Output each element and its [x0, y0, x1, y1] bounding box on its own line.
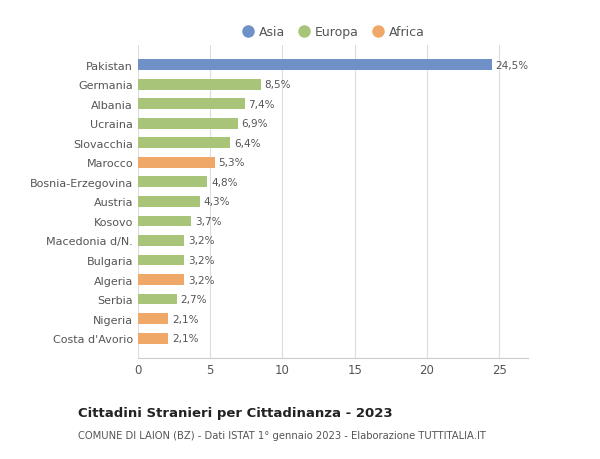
Text: 5,3%: 5,3% — [218, 158, 245, 168]
Bar — [138, 235, 184, 246]
Text: 8,5%: 8,5% — [265, 80, 291, 90]
Bar — [138, 333, 169, 344]
Text: 3,2%: 3,2% — [188, 256, 214, 265]
Text: 4,3%: 4,3% — [204, 197, 230, 207]
Text: 6,4%: 6,4% — [234, 139, 260, 148]
Bar — [138, 138, 230, 149]
Bar — [138, 196, 200, 207]
Text: COMUNE DI LAION (BZ) - Dati ISTAT 1° gennaio 2023 - Elaborazione TUTTITALIA.IT: COMUNE DI LAION (BZ) - Dati ISTAT 1° gen… — [78, 431, 486, 441]
Text: 3,2%: 3,2% — [188, 236, 214, 246]
Text: 3,7%: 3,7% — [195, 217, 221, 226]
Bar — [138, 177, 208, 188]
Bar — [138, 313, 169, 325]
Bar — [138, 99, 245, 110]
Text: 2,1%: 2,1% — [172, 314, 199, 324]
Bar — [138, 274, 184, 285]
Text: 6,9%: 6,9% — [241, 119, 268, 129]
Text: 24,5%: 24,5% — [496, 61, 529, 70]
Bar — [138, 157, 215, 168]
Bar — [138, 79, 261, 90]
Bar — [138, 60, 492, 71]
Bar — [138, 216, 191, 227]
Text: 3,2%: 3,2% — [188, 275, 214, 285]
Text: 2,1%: 2,1% — [172, 334, 199, 343]
Bar — [138, 118, 238, 129]
Text: Cittadini Stranieri per Cittadinanza - 2023: Cittadini Stranieri per Cittadinanza - 2… — [78, 406, 392, 419]
Bar — [138, 255, 184, 266]
Text: 4,8%: 4,8% — [211, 178, 238, 187]
Legend: Asia, Europa, Africa: Asia, Europa, Africa — [236, 21, 430, 44]
Text: 7,4%: 7,4% — [248, 100, 275, 109]
Text: 2,7%: 2,7% — [181, 295, 207, 304]
Bar — [138, 294, 177, 305]
